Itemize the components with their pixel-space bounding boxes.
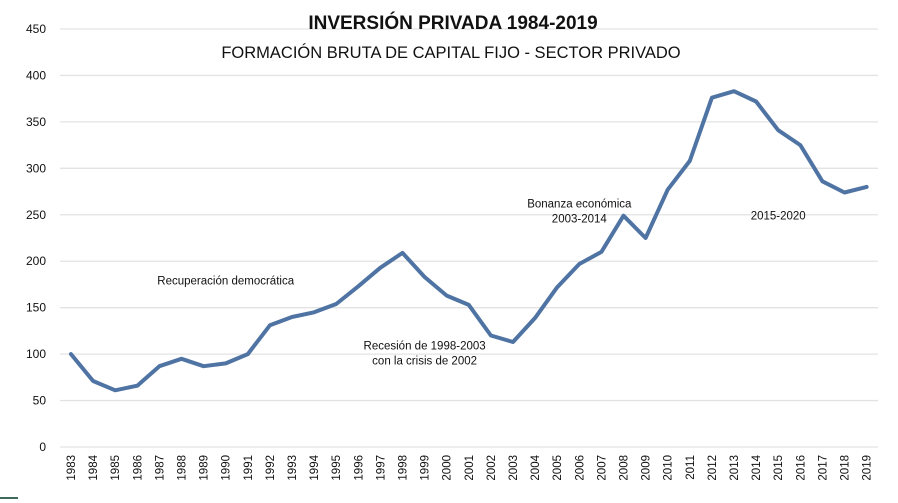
x-tick-label: 1999 [420, 455, 432, 481]
x-tick-label: 2001 [464, 455, 476, 481]
x-tick-label: 2008 [619, 455, 631, 481]
y-tick-label: 100 [26, 347, 46, 361]
x-tick-label: 1990 [221, 455, 233, 481]
x-tick-label: 2010 [663, 455, 675, 481]
annotation: Recuperación democrática [157, 275, 294, 287]
x-tick-label: 1984 [88, 454, 100, 480]
annotation: 2015-2020 [751, 210, 806, 222]
x-tick-label: 2003 [508, 455, 520, 481]
series-layer [69, 89, 869, 393]
x-tick-label: 2011 [685, 455, 697, 480]
x-tick-label: 2005 [552, 455, 564, 481]
x-tick-label: 2015 [773, 455, 785, 481]
x-tick-label: 1998 [398, 455, 410, 481]
x-tick-label: 2007 [596, 455, 608, 481]
x-tick-label: 2006 [574, 455, 586, 481]
x-tick-label: 1986 [132, 455, 144, 481]
x-tick-label: 2017 [817, 455, 829, 481]
x-tick-label: 1989 [199, 455, 211, 481]
y-tick-label: 200 [26, 254, 46, 268]
chart-subtitle: FORMACIÓN BRUTA DE CAPITAL FIJO - SECTOR… [221, 43, 680, 62]
corner-fragment [0, 497, 18, 499]
x-tick-label: 2002 [486, 455, 498, 481]
y-tick-label: 50 [33, 394, 47, 408]
x-tick-label: 2019 [862, 455, 874, 481]
x-tick-label: 1983 [66, 455, 78, 481]
x-tick-label: 1995 [331, 455, 343, 481]
x-tick-label: 2009 [641, 455, 653, 481]
x-tick-label: 1996 [353, 455, 365, 481]
x-tick-label: 2004 [530, 454, 542, 480]
y-tick-label: 450 [26, 22, 46, 36]
y-tick-label: 150 [26, 301, 46, 315]
chart-title: INVERSIÓN PRIVADA 1984-2019 [308, 12, 597, 34]
x-tick-label: 1997 [375, 455, 387, 481]
x-tick-label: 1993 [287, 455, 299, 481]
x-axis-ticks: 1983 1984 1985 1986 1987 1988 1989 1990 1991 1992… [66, 454, 874, 480]
y-tick-label: 400 [26, 68, 46, 82]
gridlines [60, 28, 878, 448]
x-tick-label: 1991 [243, 455, 255, 481]
annotation: Recesión de 1998-2003 con la crisis de 20… [364, 340, 486, 367]
x-tick-label: 1988 [177, 455, 189, 481]
y-tick-label: 350 [26, 115, 46, 129]
annotation: Bonanza económica 2003-2014 [527, 198, 632, 225]
y-tick-label: 250 [26, 208, 46, 222]
x-tick-label: 2018 [840, 455, 852, 481]
y-axis-ticks: 0 50 100 150 200 250 300 350 400 450 [26, 22, 46, 454]
x-tick-label: 1994 [309, 454, 321, 480]
y-tick-label: 300 [26, 161, 46, 175]
x-tick-label: 2013 [729, 455, 741, 481]
x-tick-label: 2012 [707, 455, 719, 481]
x-tick-label: 2000 [442, 455, 454, 481]
x-tick-label: 1992 [265, 455, 277, 481]
x-tick-label: 1985 [110, 455, 122, 481]
annotations: Recuperación democrática Recesión de 1998… [157, 198, 805, 367]
x-tick-label: 2014 [751, 454, 763, 480]
x-tick-label: 1987 [154, 455, 166, 481]
x-tick-label: 2016 [795, 455, 807, 481]
y-tick-label: 0 [39, 440, 46, 454]
series-line [69, 89, 869, 393]
